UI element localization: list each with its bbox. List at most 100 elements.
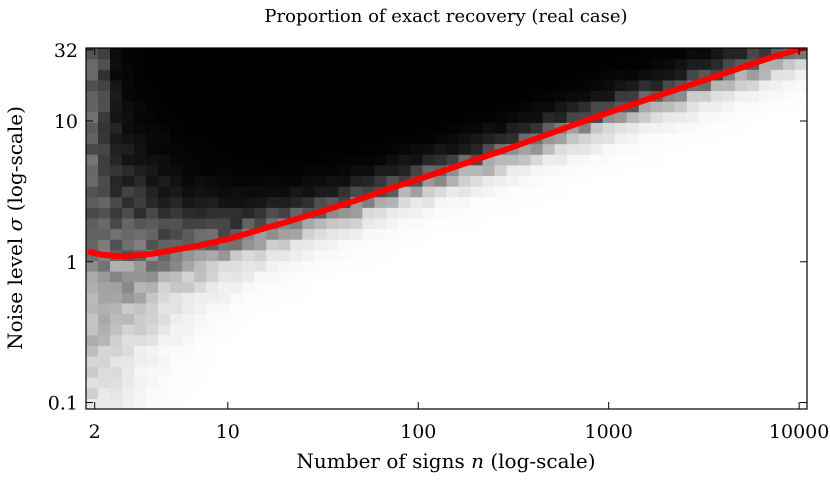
heatmap-cell <box>626 175 640 187</box>
heatmap-cell <box>134 207 147 219</box>
heatmap-cell <box>182 101 195 113</box>
heatmap-cell <box>758 281 772 293</box>
heatmap-cell <box>782 164 796 177</box>
heatmap-cell <box>362 302 375 315</box>
heatmap-cell <box>614 143 628 155</box>
heatmap-cell <box>338 101 351 113</box>
heatmap-cell <box>698 270 712 283</box>
heatmap-cell <box>182 302 195 315</box>
heatmap-cell <box>398 387 412 399</box>
heatmap-cell <box>686 249 700 261</box>
heatmap-cell <box>446 111 460 123</box>
heatmap-cell <box>158 101 171 113</box>
heatmap-cell <box>494 111 508 123</box>
heatmap-cell <box>590 366 604 378</box>
heatmap-cell <box>398 249 412 261</box>
heatmap-cell <box>686 101 700 113</box>
heatmap-cell <box>770 249 784 261</box>
heatmap-cell <box>158 217 171 230</box>
heatmap-cell <box>374 90 388 102</box>
heatmap-cell <box>242 217 255 230</box>
heatmap-cell <box>494 207 508 219</box>
heatmap-cells <box>86 48 807 409</box>
heatmap-cell <box>422 58 436 70</box>
heatmap-cell <box>230 334 243 346</box>
heatmap-cell <box>614 239 628 251</box>
heatmap-cell <box>734 249 748 261</box>
heatmap-cell <box>566 249 580 261</box>
heatmap-cell <box>542 260 556 272</box>
heatmap-cell <box>578 164 592 177</box>
heatmap-cell <box>434 154 448 166</box>
heatmap-cell <box>326 48 339 60</box>
heatmap-cell <box>470 143 484 155</box>
heatmap-cell <box>566 101 580 113</box>
heatmap-cell <box>266 101 279 113</box>
heatmap-cell <box>458 79 472 92</box>
heatmap-cell <box>218 69 231 81</box>
heatmap-cell <box>362 217 375 230</box>
heatmap-cell <box>254 239 267 251</box>
heatmap-cell <box>710 122 724 134</box>
heatmap-cell <box>434 260 448 272</box>
heatmap-cell <box>410 313 424 325</box>
heatmap-cell <box>326 366 339 378</box>
heatmap-cell <box>782 196 796 208</box>
heatmap-cell <box>698 334 712 346</box>
heatmap-cell <box>722 292 736 304</box>
heatmap-cell <box>698 302 712 315</box>
heatmap-cell <box>290 228 303 240</box>
heatmap-cell <box>566 239 580 251</box>
heatmap-cell <box>422 355 436 368</box>
heatmap-cell <box>494 281 508 293</box>
heatmap-cell <box>518 143 532 155</box>
heatmap-cell <box>350 79 363 92</box>
heatmap-cell <box>374 292 388 304</box>
heatmap-cell <box>254 302 267 315</box>
heatmap-cell <box>746 154 760 166</box>
heatmap-cell <box>590 313 604 325</box>
heatmap-cell <box>650 48 664 60</box>
heatmap-cell <box>146 302 159 315</box>
heatmap-cell <box>686 175 700 187</box>
heatmap-cell <box>350 143 363 155</box>
heatmap-cell <box>410 292 424 304</box>
heatmap-cell <box>254 143 267 155</box>
heatmap-cell <box>758 186 772 198</box>
heatmap-cell <box>722 324 736 336</box>
heatmap-cell <box>746 122 760 134</box>
heatmap-cell <box>674 292 688 304</box>
heatmap-cell <box>230 143 243 155</box>
heatmap-cell <box>278 79 291 92</box>
heatmap-cell <box>506 302 520 315</box>
heatmap-cell <box>170 239 183 251</box>
heatmap-cell <box>506 398 520 409</box>
heatmap-cell <box>746 186 760 198</box>
heatmap-cell <box>686 154 700 166</box>
heatmap-cell <box>542 58 556 70</box>
heatmap-cell <box>182 90 195 102</box>
heatmap-cell <box>638 281 652 293</box>
heatmap-cell <box>686 111 700 123</box>
heatmap-cell <box>638 217 652 230</box>
heatmap-cell <box>590 270 604 283</box>
heatmap-cell <box>242 58 255 70</box>
heatmap-cell <box>134 48 147 60</box>
heatmap-cell <box>626 260 640 272</box>
heatmap-cell <box>686 228 700 240</box>
heatmap-cell <box>770 260 784 272</box>
heatmap-cell <box>182 260 195 272</box>
heatmap-cell <box>134 281 147 293</box>
heatmap-cell <box>98 377 111 389</box>
heatmap-cell <box>602 313 616 325</box>
heatmap-cell <box>710 260 724 272</box>
heatmap-cell <box>446 154 460 166</box>
heatmap-cell <box>626 79 640 92</box>
heatmap-cell <box>566 260 580 272</box>
heatmap-cell <box>710 196 724 208</box>
heatmap-cell <box>734 270 748 283</box>
heatmap-cell <box>626 164 640 177</box>
heatmap-cell <box>86 186 99 198</box>
heatmap-cell <box>362 239 375 251</box>
heatmap-cell <box>182 58 195 70</box>
